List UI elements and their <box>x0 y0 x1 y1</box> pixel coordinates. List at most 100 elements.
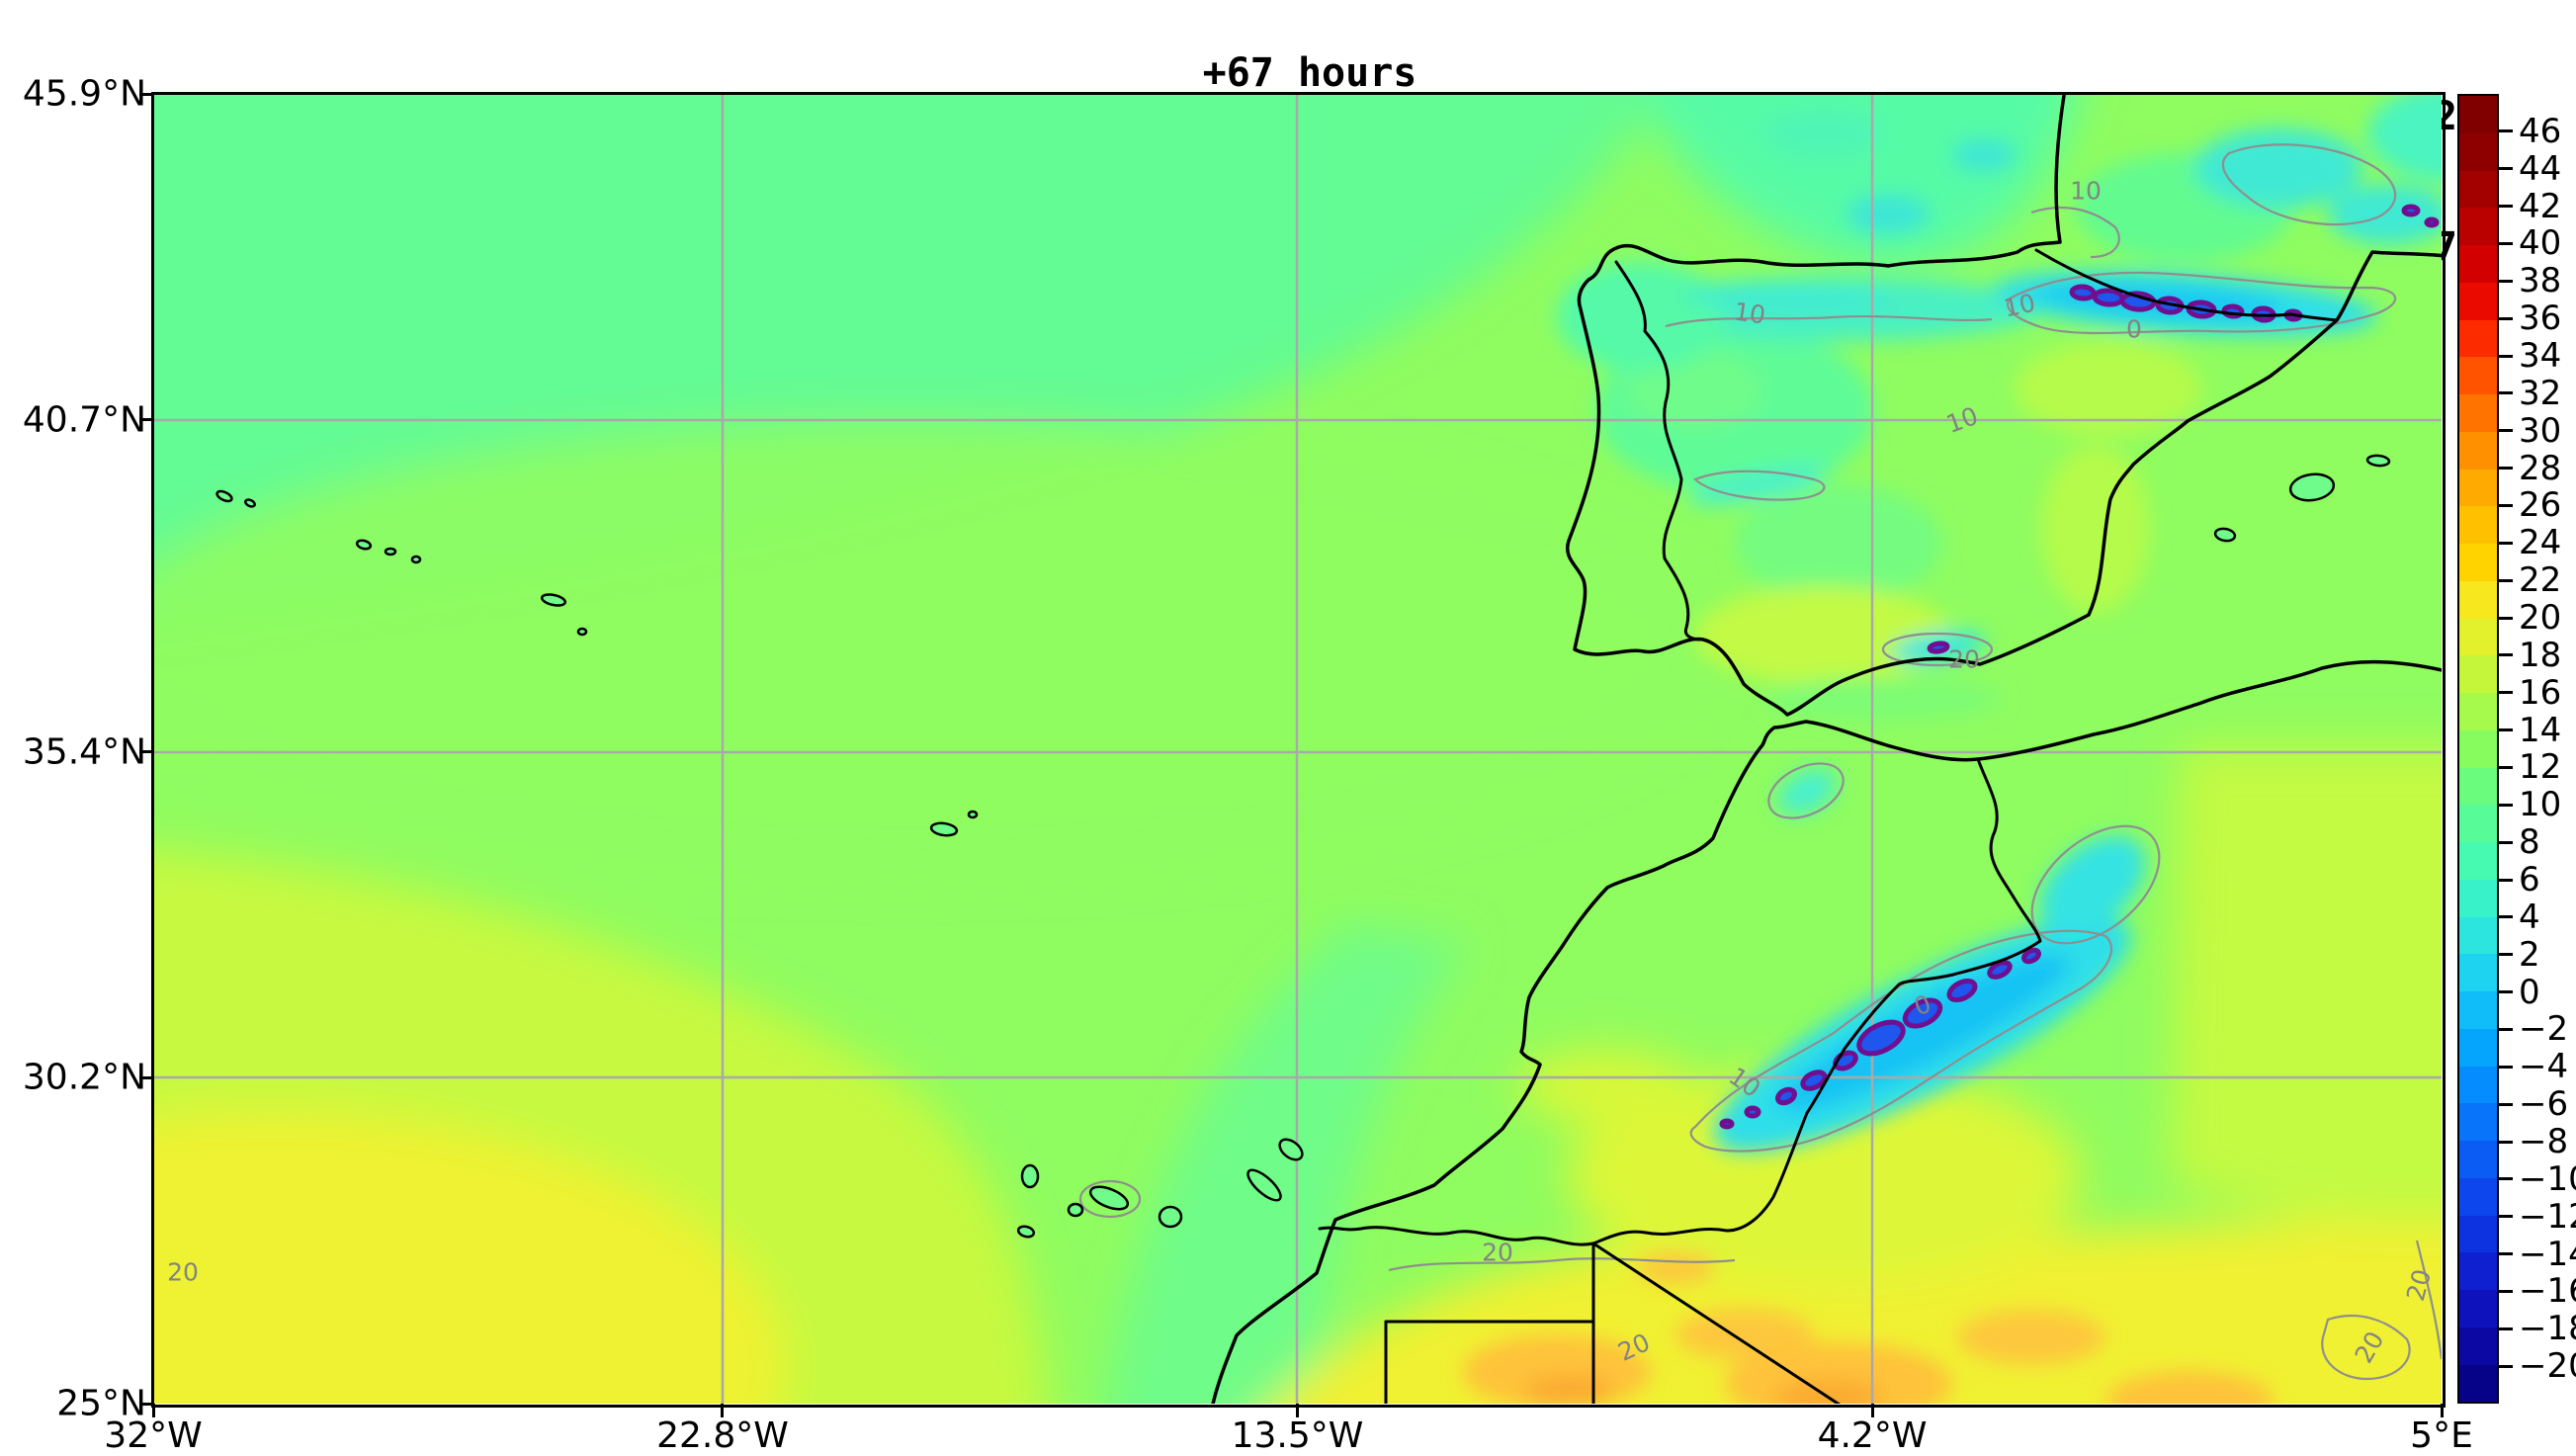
colorbar-band <box>2459 1290 2497 1328</box>
colorbar-tick-mark <box>2499 354 2513 358</box>
colorbar-tick-label: 22 <box>2519 560 2562 601</box>
colorbar-tick-label: 46 <box>2519 111 2562 151</box>
colorbar-tick-mark <box>2499 167 2513 171</box>
colorbar-band <box>2459 394 2497 432</box>
colorbar-band <box>2459 245 2497 283</box>
colorbar-tick-label: −16 <box>2519 1271 2576 1312</box>
colorbar-band <box>2459 805 2497 842</box>
colorbar-band <box>2459 469 2497 507</box>
colorbar-tick-label: 4 <box>2519 897 2540 937</box>
colorbar-tick-mark <box>2499 1215 2513 1219</box>
colorbar-band <box>2459 842 2497 880</box>
lat-tick-label: 35.4°N <box>22 731 146 773</box>
colorbar-band <box>2459 1215 2497 1253</box>
colorbar-tick-mark <box>2499 578 2513 582</box>
colorbar-tick-mark <box>2499 429 2513 433</box>
colorbar-tick-label: −4 <box>2519 1047 2569 1087</box>
colorbar-band <box>2459 879 2497 917</box>
colorbar-band <box>2459 96 2497 133</box>
colorbar-band <box>2459 580 2497 619</box>
colorbar-band <box>2459 618 2497 656</box>
colorbar-tick-label: 44 <box>2519 148 2562 189</box>
lon-tick-label: 32°W <box>104 1415 203 1456</box>
colorbar-tick-mark <box>2499 1027 2513 1031</box>
colorbar-band <box>2459 1177 2497 1216</box>
colorbar-tick-mark <box>2499 316 2513 320</box>
lat-tick-label: 40.7°N <box>22 399 146 441</box>
colorbar-band <box>2459 916 2497 955</box>
colorbar-tick-mark <box>2499 915 2513 919</box>
contour-value-label: 20 <box>1482 1238 1513 1267</box>
contour-value-label: 20 <box>1948 644 1980 674</box>
lon-tick-mark <box>1296 1404 1299 1417</box>
lat-tick-mark <box>139 418 153 422</box>
temperature-field-large <box>153 94 2442 1404</box>
iberia-france-coast <box>1565 94 2442 717</box>
colorbar-tick-mark <box>2499 1289 2513 1293</box>
colorbar-tick-mark <box>2499 728 2513 732</box>
coastlines <box>1211 94 2442 1404</box>
colorbar-tick-mark <box>2499 1364 2513 1368</box>
gridlines <box>153 94 2442 1404</box>
lat-tick-label: 25°N <box>56 1383 146 1424</box>
colorbar-band <box>2459 1252 2497 1290</box>
africa-coast <box>1211 659 2442 1404</box>
lat-tick-mark <box>139 1402 153 1406</box>
colorbar-tick-label: 18 <box>2519 635 2562 675</box>
colorbar-tick-label: 42 <box>2519 186 2562 226</box>
colorbar-tick-label: −10 <box>2519 1158 2576 1199</box>
colorbar-tick-mark <box>2499 1177 2513 1181</box>
colorbar-tick-label: 20 <box>2519 598 2562 638</box>
islands <box>215 454 2391 1239</box>
colorbar-tick-label: −18 <box>2519 1309 2576 1349</box>
france-spain-border <box>2034 248 2339 322</box>
colorbar-tick-mark <box>2499 953 2513 957</box>
colorbar-band <box>2459 357 2497 394</box>
colorbar-band <box>2459 282 2497 320</box>
contour-value-label: 10 <box>2070 176 2102 206</box>
colorbar-tick-mark <box>2499 541 2513 545</box>
country-borders <box>1318 248 2339 1404</box>
colorbar-band <box>2459 767 2497 806</box>
colorbar-band <box>2459 693 2497 730</box>
colorbar-band <box>2459 1327 2497 1365</box>
colorbar-band <box>2459 1028 2497 1067</box>
lon-tick-label: 13.5°W <box>1231 1415 1364 1456</box>
algeria-mauritania-border <box>1591 1242 1842 1404</box>
contour-value-label: 10 <box>1732 297 1767 330</box>
colorbar-band <box>2459 1141 2497 1178</box>
colorbar-band <box>2459 1103 2497 1141</box>
lon-tick-label: 5°E <box>2410 1415 2473 1456</box>
colorbar-tick-label: 16 <box>2519 672 2562 713</box>
temperature-colorbar <box>2457 94 2499 1404</box>
colorbar-tick-label: 0 <box>2519 972 2540 1012</box>
colorbar-band <box>2459 132 2497 171</box>
lon-tick-mark <box>721 1404 725 1417</box>
colorbar-tick-label: −14 <box>2519 1234 2576 1274</box>
colorbar-tick-mark <box>2499 205 2513 209</box>
colorbar-tick-label: 36 <box>2519 299 2562 339</box>
colorbar-tick-mark <box>2499 279 2513 283</box>
colorbar-band <box>2459 319 2497 358</box>
colorbar-tick-label: 34 <box>2519 336 2562 376</box>
colorbar-tick-label: 38 <box>2519 261 2562 301</box>
colorbar-tick-label: 6 <box>2519 860 2540 899</box>
colorbar-tick-label: 14 <box>2519 710 2562 750</box>
colorbar-tick-label: 26 <box>2519 485 2562 526</box>
colorbar-tick-mark <box>2499 1327 2513 1330</box>
colorbar-tick-label: 40 <box>2519 223 2562 264</box>
colorbar-tick-label: 12 <box>2519 747 2562 788</box>
colorbar-tick-label: 32 <box>2519 373 2562 413</box>
colorbar-band <box>2459 431 2497 470</box>
forecast-map: 10 0 10 10 10 20 10 0 20 20 20 20 20 <box>153 94 2442 1404</box>
colorbar-tick-label: 28 <box>2519 448 2562 488</box>
lon-tick-mark <box>2440 1404 2444 1417</box>
temperature-field-detail <box>1463 94 2442 1404</box>
colorbar-tick-mark <box>2499 803 2513 807</box>
colorbar-band <box>2459 506 2497 544</box>
colorbar-tick-label: 2 <box>2519 934 2540 975</box>
colorbar-tick-mark <box>2499 653 2513 657</box>
colorbar-tick-mark <box>2499 241 2513 245</box>
colorbar-tick-mark <box>2499 467 2513 471</box>
